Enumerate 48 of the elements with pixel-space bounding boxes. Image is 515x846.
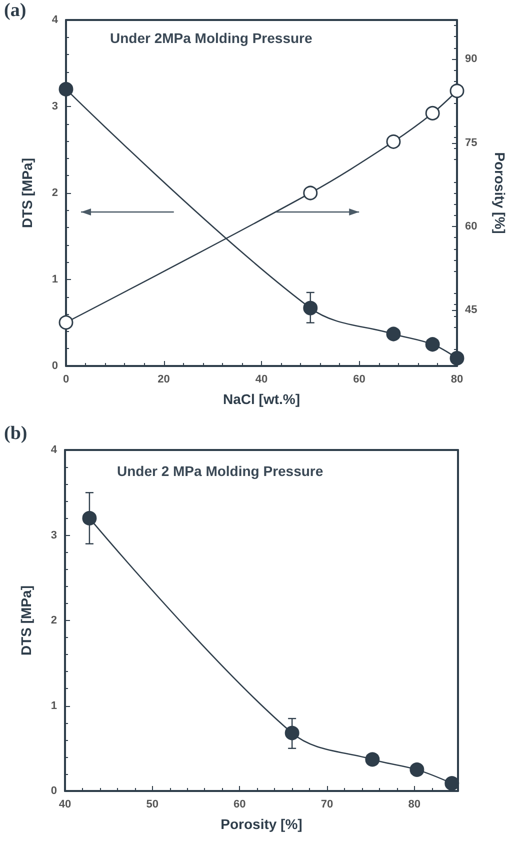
point bbox=[450, 350, 464, 366]
y-tick-label: 4 bbox=[52, 14, 59, 26]
text: (b) bbox=[4, 423, 28, 445]
x-axis-title: NaCl [wt.%] bbox=[223, 391, 300, 407]
point bbox=[303, 186, 318, 200]
point bbox=[58, 315, 74, 330]
point bbox=[444, 776, 460, 791]
y-tick-label: 1 bbox=[52, 274, 58, 286]
point bbox=[410, 762, 424, 777]
point bbox=[425, 106, 440, 120]
point bbox=[450, 84, 464, 98]
x-tick-label: 60 bbox=[353, 374, 366, 386]
y2-tick-label: 90 bbox=[465, 53, 478, 66]
point bbox=[386, 134, 401, 149]
y-tick-label: 3 bbox=[52, 100, 58, 112]
y-tick-label: 0 bbox=[52, 360, 58, 372]
y-tick-label: 2 bbox=[52, 187, 58, 199]
x-tick-label: 40 bbox=[255, 374, 268, 386]
y2-tick-label: 60 bbox=[465, 220, 478, 232]
y2-axis-title: Porosity [%] bbox=[492, 152, 508, 234]
y-tick-label: 3 bbox=[50, 529, 57, 542]
point bbox=[425, 337, 440, 352]
text: Under 2MPa Molding Pressure bbox=[110, 30, 312, 46]
y-axis-title: DTS [MPa] bbox=[18, 586, 34, 656]
x-tick-label: 70 bbox=[320, 798, 334, 810]
y-tick-label: 1 bbox=[50, 700, 57, 712]
x-axis-title: Porosity [%] bbox=[220, 816, 302, 832]
y2-tick-label: 45 bbox=[465, 304, 478, 316]
point bbox=[303, 300, 318, 316]
text: Under 2 MPa Molding Pressure bbox=[117, 463, 324, 479]
x-tick-label: 50 bbox=[146, 798, 158, 810]
text: (a) bbox=[4, 0, 26, 22]
point bbox=[365, 752, 380, 767]
x-tick-label: 60 bbox=[234, 798, 246, 810]
x-tick-label: 40 bbox=[58, 798, 72, 810]
x-tick-label: 80 bbox=[408, 798, 420, 810]
y-tick-label: 2 bbox=[50, 614, 57, 626]
x-tick-label: 20 bbox=[158, 374, 170, 386]
point bbox=[82, 510, 97, 526]
y2-tick-label: 75 bbox=[465, 136, 478, 149]
point bbox=[284, 726, 300, 740]
point bbox=[386, 326, 401, 342]
y-tick-label: 0 bbox=[50, 785, 57, 797]
x-tick-label: 80 bbox=[450, 374, 464, 386]
point bbox=[58, 82, 74, 96]
y-tick-label: 4 bbox=[50, 444, 58, 456]
x-tick-label: 0 bbox=[62, 374, 70, 386]
y-axis-title: DTS [MPa] bbox=[19, 158, 35, 228]
